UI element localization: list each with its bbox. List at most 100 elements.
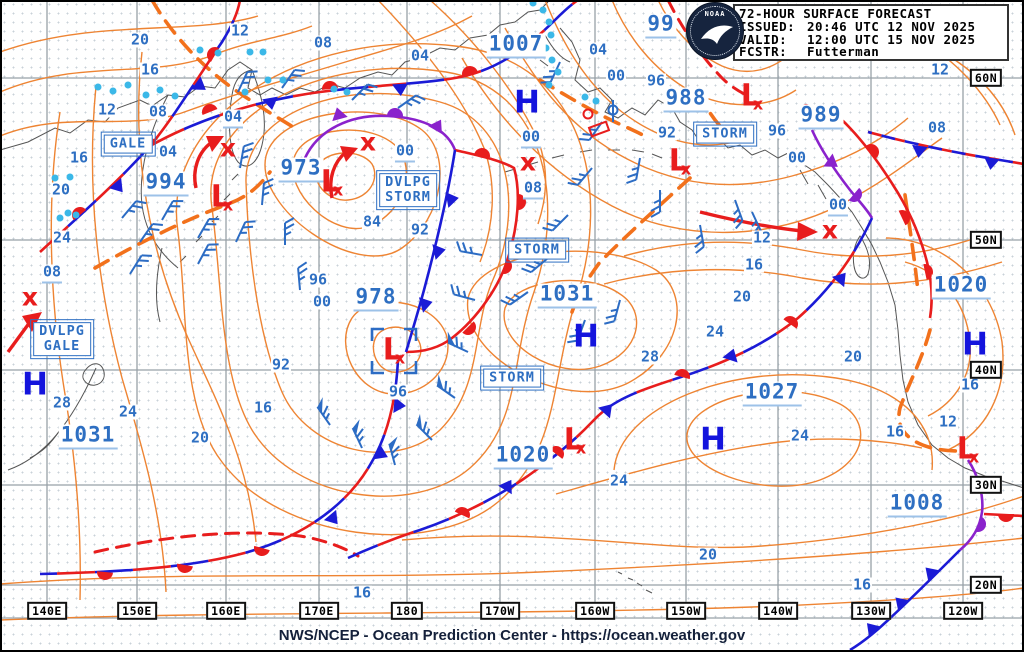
valid-value: 12:00 UTC 15 NOV 2025	[807, 31, 976, 47]
pressure-center-value: 978	[353, 286, 399, 312]
contour-label: 20	[731, 287, 753, 306]
contour-label: 28	[639, 347, 661, 366]
low-pressure-marker: Lx	[668, 143, 692, 179]
contour-label: 96	[387, 382, 409, 401]
longitude-label: 120W	[943, 601, 983, 621]
longitude-label: 160W	[575, 601, 615, 621]
low-pressure-marker: Lx	[382, 332, 406, 368]
pressure-center-value: 994	[143, 171, 189, 197]
contour-label: 28	[51, 393, 73, 412]
high-pressure-symbol: H	[573, 318, 599, 355]
issued-value: 20:46 UTC 12 NOV 2025	[807, 18, 976, 34]
contour-label: 16	[959, 375, 981, 394]
longitude-label: 170E	[299, 601, 339, 621]
low-pressure-marker: Lx	[210, 179, 234, 215]
warning-label-box: DVLPG STORM	[376, 170, 440, 210]
contour-label: 20	[842, 347, 864, 366]
pressure-center-value: 1008	[887, 492, 947, 518]
contour-label: 08	[926, 118, 948, 137]
contour-label: 96	[645, 71, 667, 90]
forecaster-value: Futterman	[807, 44, 880, 60]
contour-label: 84	[361, 212, 383, 231]
noaa-seagull-icon	[701, 25, 733, 44]
forecast-title: 72-HOUR SURFACE FORECAST	[739, 6, 932, 21]
latitude-label: 40N	[969, 360, 1003, 380]
coastlines	[0, 1, 1024, 594]
latitude-label: 50N	[969, 230, 1003, 250]
contour-label: 20	[697, 545, 719, 564]
contour-label: 92	[270, 355, 292, 374]
contour-label: 20	[189, 428, 211, 447]
forecast-pressure-annotation: 08	[41, 264, 63, 284]
source-caption: NWS/NCEP - Ocean Prediction Center - htt…	[278, 627, 746, 644]
contour-label: 16	[68, 148, 90, 167]
contour-label: 00	[786, 148, 808, 167]
high-pressure-symbol: H	[700, 421, 726, 458]
contour-label: 12	[229, 21, 251, 40]
pressure-center-value: 1020	[931, 274, 991, 300]
contour-label: 24	[608, 471, 630, 490]
latitude-label: 20N	[969, 575, 1003, 595]
contour-label: 00	[311, 292, 333, 311]
longitude-label: 160E	[206, 601, 246, 621]
sea-ice-dots	[51, 0, 600, 222]
pressure-center-value: 1020	[493, 444, 553, 470]
high-pressure-symbol: H	[22, 366, 48, 403]
low-pressure-marker: Lx	[956, 431, 980, 467]
trough-lines	[93, 0, 964, 558]
contour-label: 00	[605, 66, 627, 85]
contour-label: 92	[409, 220, 431, 239]
longitude-label: 150E	[117, 601, 157, 621]
contour-label: 24	[117, 402, 139, 421]
low-motion-brackets	[370, 327, 418, 375]
warning-label-box: STORM	[693, 121, 757, 147]
contour-label: 12	[96, 100, 118, 119]
valid-label: VALID:	[739, 31, 788, 47]
noaa-logo-ring	[690, 6, 740, 56]
latitude-label: 30N	[969, 475, 1003, 495]
noaa-logo-text: NOAA	[704, 10, 726, 18]
contour-label: 24	[51, 228, 73, 247]
forecast-position-x-marker: x	[219, 133, 237, 163]
contour-label: 08	[312, 33, 334, 52]
contour-label: 04	[409, 46, 431, 65]
contour-label: 24	[789, 426, 811, 445]
high-pressure-symbol: H	[962, 326, 988, 363]
pressure-center-value: 1027	[742, 381, 802, 407]
aviation-symbols	[582, 100, 619, 138]
forecast-position-x-marker: x	[519, 147, 537, 177]
warning-label-box: STORM	[480, 365, 544, 391]
forecast-position-x-marker: x	[821, 215, 839, 245]
issued-row: ISSUED: 20:46 UTC 12 NOV 2025	[739, 18, 1003, 34]
contour-label: 96	[307, 270, 329, 289]
longitude-label: 150W	[666, 601, 706, 621]
forecast-position-x-marker: x	[359, 127, 377, 157]
contour-label: 16	[851, 575, 873, 594]
pressure-center-value: 1007	[486, 33, 546, 59]
issued-label: ISSUED:	[739, 18, 796, 34]
contour-label: 08	[147, 102, 169, 121]
forecast-pressure-annotation: 00	[827, 197, 849, 217]
longitude-label: 140W	[758, 601, 798, 621]
longitude-label: 130W	[851, 601, 891, 621]
low-pressure-marker: Lx	[320, 164, 344, 200]
forecast-position-x-marker: x	[21, 282, 39, 312]
forecast-pressure-annotation: 04	[222, 109, 244, 129]
contour-label: 12	[751, 228, 773, 247]
contour-label: 92	[656, 123, 678, 142]
warning-label-box: DVLPG GALE	[30, 319, 94, 359]
contour-label: 04	[157, 142, 179, 161]
contour-label: 20	[129, 30, 151, 49]
warning-label-box: STORM	[505, 237, 569, 263]
low-pressure-marker: Lx	[740, 78, 764, 114]
contour-label: 16	[139, 60, 161, 79]
forecaster-label: FCSTR:	[739, 44, 788, 60]
forecaster-row: FCSTR: Futterman	[739, 44, 1003, 60]
longitude-label: 170W	[480, 601, 520, 621]
noaa-logo: NOAA	[686, 2, 744, 60]
contour-label: 12	[929, 60, 951, 79]
pressure-center-value: 1031	[58, 424, 118, 450]
contour-label: 16	[351, 583, 373, 602]
contour-label: 16	[743, 255, 765, 274]
